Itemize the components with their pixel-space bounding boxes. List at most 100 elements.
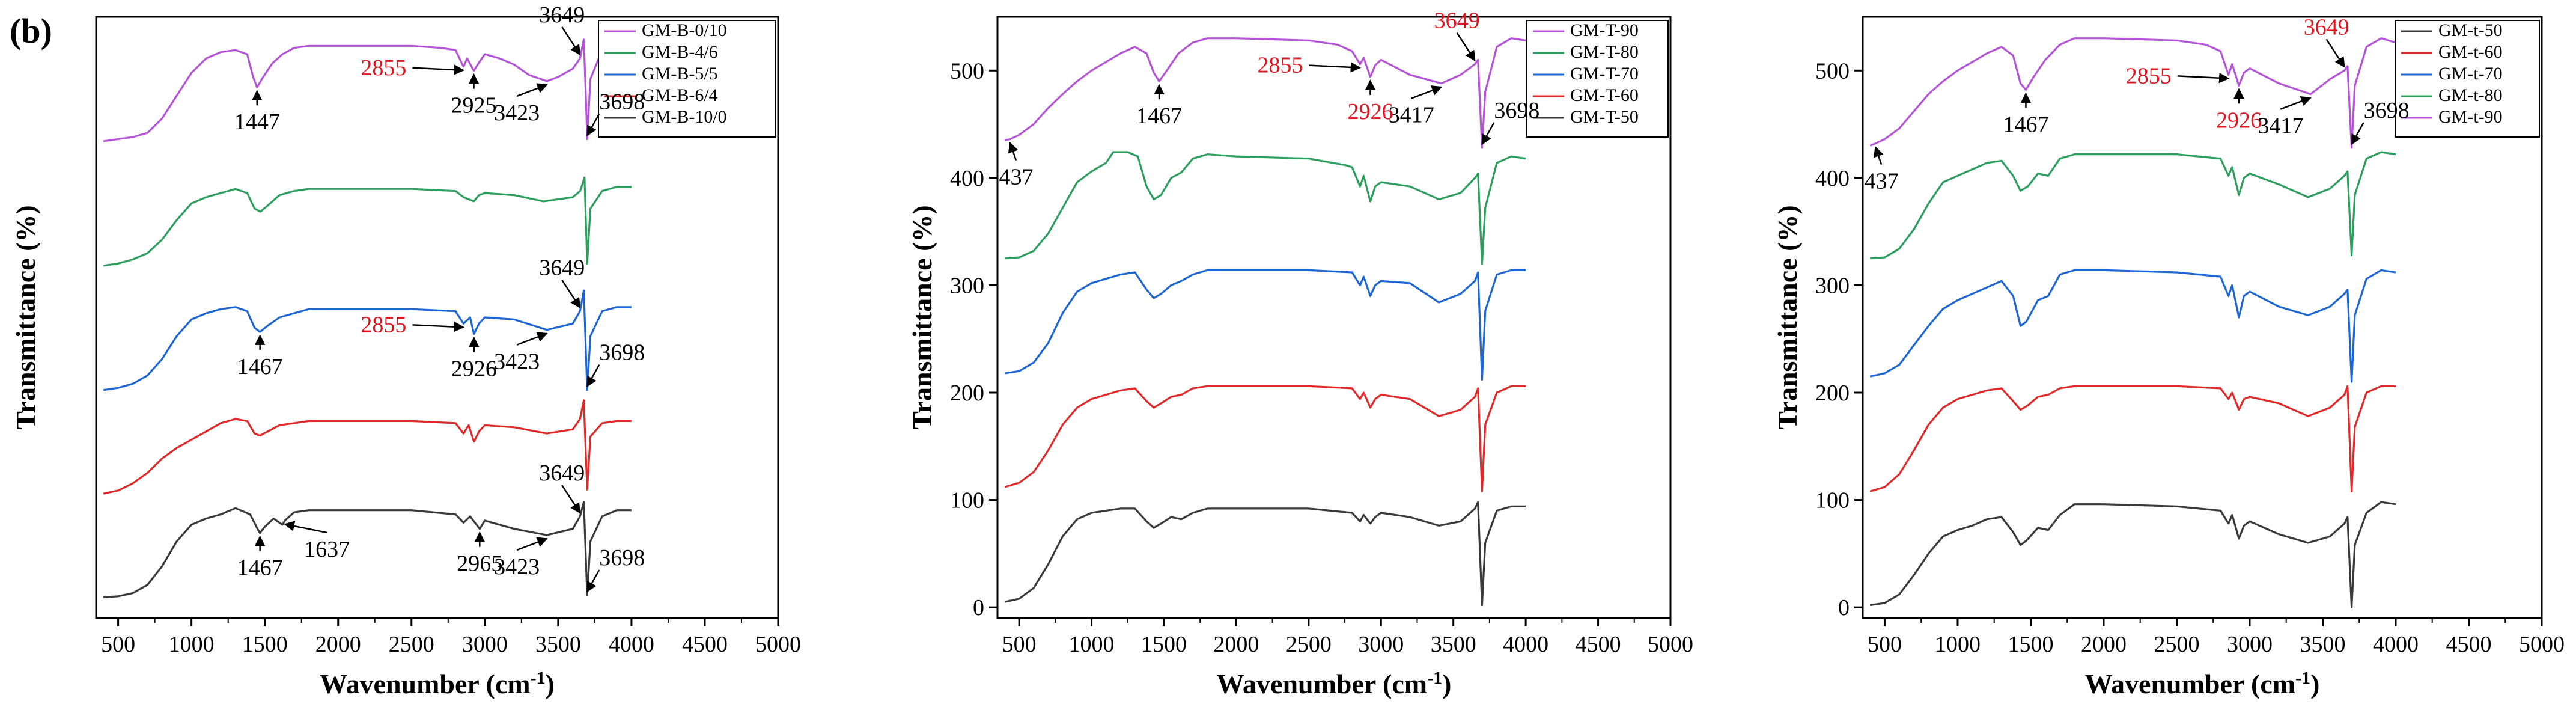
annotation-label: 3649 bbox=[2304, 14, 2349, 40]
series-group bbox=[103, 38, 632, 599]
y-tick-label: 500 bbox=[950, 58, 984, 84]
annotation-label: 1467 bbox=[1136, 103, 1182, 129]
annotation-label: 2926 bbox=[2216, 108, 2262, 133]
series-line-GM-B-6/4 bbox=[103, 399, 632, 495]
x-axis-label-unit: cm bbox=[1392, 669, 1427, 699]
legend-label: GM-T-70 bbox=[1570, 64, 1639, 84]
annotation-arrow bbox=[1008, 141, 1019, 161]
x-tick-label: 5000 bbox=[755, 632, 801, 657]
x-tick-label: 2000 bbox=[2081, 632, 2127, 657]
annotation-arrow bbox=[561, 279, 581, 309]
series-line-GM-B-10/0 bbox=[103, 501, 632, 599]
legend-label: GM-T-80 bbox=[1570, 42, 1639, 62]
series-line-GM-t-50 bbox=[1869, 501, 2396, 608]
annotation-label: 3649 bbox=[1434, 8, 1480, 34]
panel-label: (b) bbox=[10, 11, 52, 50]
legend-label: GM-t-70 bbox=[2438, 64, 2503, 84]
annotation-label: 2965 bbox=[457, 551, 502, 577]
x-tick-label: 4000 bbox=[1503, 632, 1548, 657]
x-tick-label: 1500 bbox=[2008, 632, 2053, 657]
plot-frame bbox=[1862, 16, 2543, 619]
series-line-GM-t-70 bbox=[1869, 269, 2396, 383]
x-tick-label: 4000 bbox=[2373, 632, 2419, 657]
x-tick-label: 5000 bbox=[2519, 632, 2565, 657]
series-line-GM-T-80 bbox=[1004, 151, 1526, 265]
annotation-label: 3649 bbox=[539, 256, 585, 281]
annotation-label: 2855 bbox=[361, 55, 406, 81]
annotation-label: 437 bbox=[1865, 169, 1899, 194]
legend-label: GM-t-80 bbox=[2438, 85, 2503, 105]
legend-label: GM-T-60 bbox=[1570, 85, 1639, 105]
series-line-GM-B-5/5 bbox=[103, 289, 632, 391]
annotation-label: 1467 bbox=[237, 354, 283, 379]
annotation-label: 1447 bbox=[234, 109, 280, 135]
x-axis-label-exp: -1 bbox=[1427, 668, 1442, 688]
annotation-label: 3698 bbox=[599, 340, 645, 366]
x-tick-label: 3000 bbox=[2227, 632, 2273, 657]
x-axis-label-close: ) bbox=[2310, 669, 2319, 699]
y-tick-label: 200 bbox=[1815, 381, 1850, 406]
x-tick-label: 2500 bbox=[389, 632, 434, 657]
x-tick-label: 500 bbox=[1868, 632, 1902, 657]
x-tick-label: 3500 bbox=[1431, 632, 1476, 657]
series-group bbox=[1869, 37, 2396, 608]
annotation-label: 2926 bbox=[1347, 99, 1393, 124]
legend-label: GM-B-0/10 bbox=[642, 20, 727, 40]
legend-label: GM-t-90 bbox=[2438, 107, 2503, 127]
annotation-label: 3698 bbox=[599, 89, 645, 114]
annotation-label: 3698 bbox=[2364, 98, 2410, 123]
x-tick-label: 1000 bbox=[1069, 632, 1115, 657]
y-tick-label: 300 bbox=[950, 273, 984, 298]
series-line-GM-T-50 bbox=[1004, 501, 1526, 607]
annotation-label: 3698 bbox=[1494, 98, 1539, 123]
y-tick-label: 0 bbox=[1838, 595, 1850, 620]
x-tick-label: 1000 bbox=[1935, 632, 1981, 657]
annotation-arrow bbox=[1874, 146, 1884, 165]
series-line-GM-T-70 bbox=[1004, 269, 1526, 381]
annotation-arrow bbox=[1411, 85, 1443, 99]
annotation-arrow bbox=[586, 364, 600, 388]
x-tick-label: 4000 bbox=[609, 632, 654, 657]
annotation-arrow bbox=[586, 569, 600, 593]
annotation-label: 3423 bbox=[494, 100, 540, 126]
annotation-label: 2855 bbox=[361, 312, 406, 337]
x-tick-label: 3500 bbox=[535, 632, 581, 657]
x-tick-label: 4500 bbox=[682, 632, 728, 657]
annotation-label: 3698 bbox=[599, 545, 645, 571]
legend-label: GM-B-6/4 bbox=[642, 85, 718, 105]
annotation-label: 2855 bbox=[2126, 63, 2172, 88]
x-tick-label: 2500 bbox=[1286, 632, 1332, 657]
annotation-arrow bbox=[561, 485, 581, 514]
series-line-GM-t-90 bbox=[1869, 37, 2396, 149]
annotation-arrow bbox=[1481, 122, 1495, 145]
x-axis-label-exp: -1 bbox=[2295, 668, 2310, 688]
y-tick-label: 400 bbox=[1815, 166, 1850, 191]
legend-label: GM-B-5/5 bbox=[642, 64, 718, 84]
x-axis-label-close: ) bbox=[1442, 669, 1451, 699]
annotation-arrow bbox=[516, 332, 548, 346]
annotation-arrow bbox=[1456, 32, 1476, 62]
annotation-arrow bbox=[586, 113, 600, 136]
y-tick-label: 200 bbox=[950, 381, 984, 406]
x-axis-label-close: ) bbox=[546, 669, 555, 699]
series-line-GM-T-90 bbox=[1004, 37, 1526, 149]
annotation-arrow bbox=[2325, 38, 2345, 68]
annotation-label: 1467 bbox=[2003, 112, 2048, 137]
annotation-arrow bbox=[1309, 62, 1362, 73]
x-tick-label: 3500 bbox=[2300, 632, 2345, 657]
x-tick-label: 2500 bbox=[2154, 632, 2199, 657]
annotation-arrow bbox=[516, 83, 548, 97]
x-tick-label: 500 bbox=[101, 632, 135, 657]
x-tick-label: 500 bbox=[1002, 632, 1037, 657]
series-group bbox=[1004, 37, 1526, 607]
x-axis-label-exp: -1 bbox=[531, 668, 546, 688]
chart-panel-2: 500 1000 1500 2000 2500 3000 3500 4000 4500 5000 0… bbox=[907, 8, 1693, 699]
x-axis-label-unit: cm bbox=[2260, 669, 2295, 699]
legend-label: GM-B-10/0 bbox=[642, 107, 727, 127]
plot-frame bbox=[95, 16, 779, 619]
annotation-label: 3423 bbox=[494, 349, 540, 375]
series-line-GM-t-80 bbox=[1870, 151, 2396, 260]
x-tick-label: 1500 bbox=[242, 632, 288, 657]
y-axis-label: Transmittance (%) bbox=[907, 205, 937, 429]
